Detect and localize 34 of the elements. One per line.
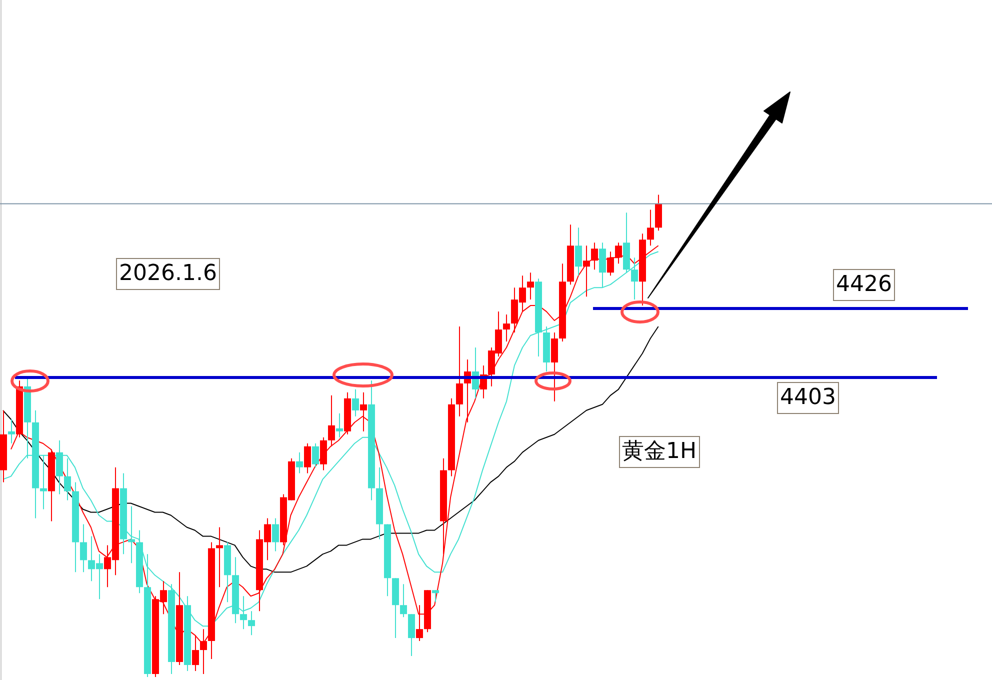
ref-line-label: 4403 [777, 382, 839, 414]
candlestick [40, 454, 47, 510]
candlestick [408, 614, 415, 657]
candlestick [296, 452, 303, 474]
candlestick [216, 526, 223, 588]
candlestick [527, 272, 534, 300]
candlestick [647, 209, 654, 246]
candlestick [400, 584, 407, 618]
candlestick [352, 388, 359, 417]
candlestick [320, 436, 327, 471]
candlestick [56, 440, 63, 495]
candlestick [248, 610, 255, 636]
candlestick [128, 506, 135, 564]
candlestick [304, 442, 311, 474]
candlestick [328, 394, 335, 447]
candlestick [551, 332, 558, 402]
candlestick [360, 392, 367, 432]
candlestick [416, 604, 423, 642]
ref-line-label: 4426 [833, 268, 895, 301]
candlestick [272, 518, 279, 552]
candlestick [432, 590, 439, 603]
candlestick [631, 257, 638, 300]
candlestick [64, 458, 71, 501]
candlestick [575, 227, 582, 276]
candlestick [80, 524, 87, 573]
candlestick [503, 314, 510, 342]
annotation: 黄金1H [619, 436, 700, 468]
candlestick [8, 418, 15, 444]
candlestick [607, 251, 614, 276]
candlestick [336, 412, 343, 438]
candlestick [312, 442, 319, 468]
candlestick [655, 194, 662, 232]
annotation: 2026.1.6 [116, 258, 220, 290]
candlestick [456, 326, 463, 417]
